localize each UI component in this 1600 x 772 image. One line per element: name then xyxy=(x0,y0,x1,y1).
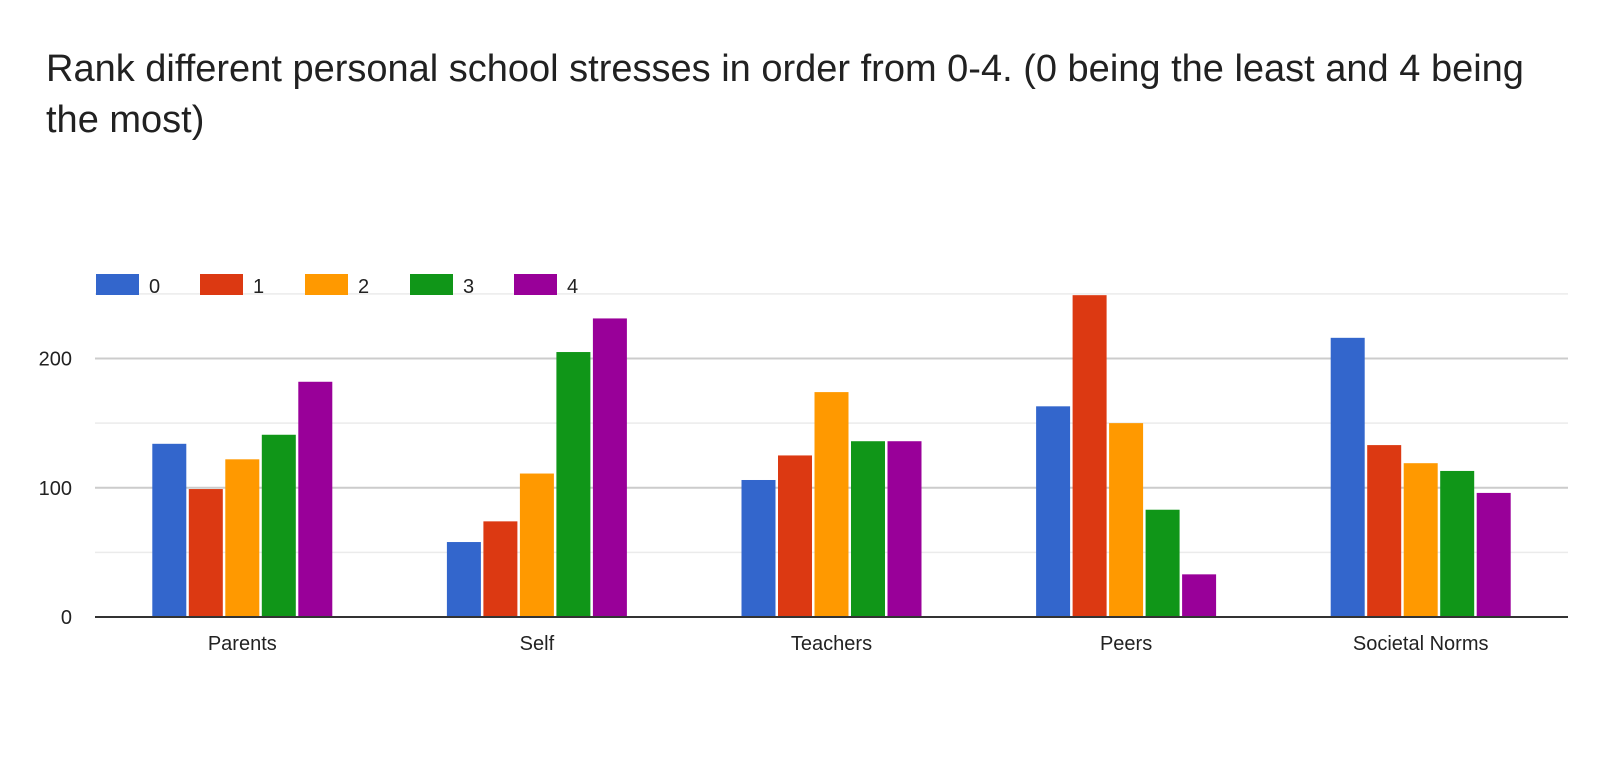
legend-label: 0 xyxy=(149,276,160,298)
x-category-label: Teachers xyxy=(791,633,872,655)
chart-title: Rank different personal school stresses … xyxy=(46,48,1524,141)
x-axis-categories: Parents Self Teachers Peers Societal Norms xyxy=(208,633,1489,655)
bar-teachers-rank-0 xyxy=(741,479,776,617)
bar-peers-rank-4 xyxy=(1182,574,1217,617)
bar-teachers-rank-2 xyxy=(814,392,849,617)
bar-peers-rank-2 xyxy=(1109,423,1144,617)
x-category-label: Parents xyxy=(208,633,277,655)
bar-peers-rank-0 xyxy=(1036,406,1071,617)
bar-peers-rank-1 xyxy=(1072,295,1107,617)
legend-label: 1 xyxy=(253,276,264,298)
bar-self-rank-2 xyxy=(519,473,554,617)
legend-item-2[interactable]: 2 xyxy=(305,274,369,298)
legend-swatch xyxy=(96,274,139,295)
bar-self-rank-0 xyxy=(446,542,481,617)
x-category-label: Societal Norms xyxy=(1353,633,1489,655)
legend: 0 1 2 3 4 xyxy=(96,274,578,298)
x-category-label: Self xyxy=(520,633,555,655)
bar-societal-norms-rank-1 xyxy=(1367,445,1402,617)
bar-societal-norms-rank-0 xyxy=(1330,337,1365,617)
legend-item-1[interactable]: 1 xyxy=(200,274,264,298)
legend-item-0[interactable]: 0 xyxy=(96,274,160,298)
legend-item-3[interactable]: 3 xyxy=(410,274,474,298)
bars xyxy=(152,295,1511,617)
legend-label: 3 xyxy=(463,276,474,298)
bar-self-rank-4 xyxy=(592,318,627,617)
legend-label: 4 xyxy=(567,276,578,298)
bar-parents-rank-0 xyxy=(152,443,187,617)
y-tick-label: 200 xyxy=(39,349,72,371)
bar-self-rank-1 xyxy=(483,521,518,617)
bar-peers-rank-3 xyxy=(1145,509,1180,617)
bar-teachers-rank-4 xyxy=(887,441,922,617)
bar-parents-rank-3 xyxy=(261,434,296,617)
legend-label: 2 xyxy=(358,276,369,298)
bar-parents-rank-2 xyxy=(225,459,260,617)
bar-self-rank-3 xyxy=(556,352,591,617)
bar-parents-rank-4 xyxy=(298,381,333,617)
y-axis-ticks: 0 100 200 xyxy=(39,349,72,630)
x-category-label: Peers xyxy=(1100,633,1152,655)
bar-teachers-rank-1 xyxy=(778,455,812,617)
bar-societal-norms-rank-2 xyxy=(1403,463,1438,617)
y-tick-label: 0 xyxy=(61,607,72,629)
legend-swatch xyxy=(305,274,348,295)
bar-societal-norms-rank-4 xyxy=(1476,492,1511,617)
legend-item-4[interactable]: 4 xyxy=(514,274,578,298)
legend-swatch xyxy=(514,274,557,295)
bar-societal-norms-rank-3 xyxy=(1440,470,1475,617)
bar-teachers-rank-3 xyxy=(851,441,885,617)
legend-swatch xyxy=(410,274,453,295)
y-tick-label: 100 xyxy=(39,478,72,500)
bar-parents-rank-1 xyxy=(188,489,223,617)
legend-swatch xyxy=(200,274,243,295)
